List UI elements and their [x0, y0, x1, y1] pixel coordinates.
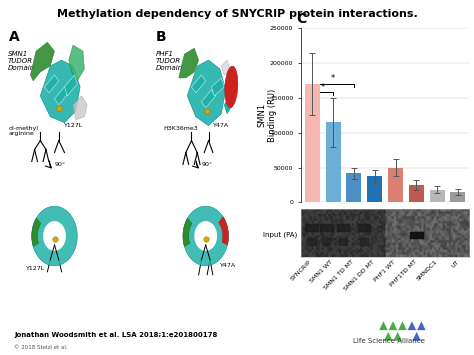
Polygon shape: [40, 60, 80, 123]
Bar: [346, 173, 362, 202]
Bar: [388, 168, 403, 202]
Text: PHF1
TUDOR
Domain: PHF1 TUDOR Domain: [156, 51, 183, 71]
Bar: [305, 84, 320, 202]
Text: SMN1 TD MT: SMN1 TD MT: [323, 259, 355, 291]
Polygon shape: [408, 321, 416, 330]
Text: Y47A: Y47A: [213, 123, 229, 128]
Polygon shape: [398, 321, 407, 330]
Text: Input (PA): Input (PA): [263, 231, 297, 237]
Text: SMN1 WT: SMN1 WT: [309, 259, 334, 284]
Polygon shape: [32, 218, 41, 246]
Text: Methylation dependency of SNYCRIP protein interactions.: Methylation dependency of SNYCRIP protei…: [56, 9, 418, 19]
Text: Y127L: Y127L: [64, 123, 84, 128]
Text: Y47A: Y47A: [220, 263, 236, 268]
Text: *: *: [321, 83, 325, 92]
Text: PHF1 WT: PHF1 WT: [374, 259, 397, 282]
Polygon shape: [179, 48, 199, 78]
Polygon shape: [183, 206, 228, 266]
Polygon shape: [384, 332, 392, 341]
Polygon shape: [45, 75, 59, 93]
Text: Jonathan Woodsmith et al. LSA 2018;1:e201800178: Jonathan Woodsmith et al. LSA 2018;1:e20…: [14, 332, 218, 338]
Text: 90°: 90°: [55, 162, 65, 167]
Polygon shape: [393, 332, 402, 341]
Bar: [367, 176, 382, 202]
Text: Life Science Alliance: Life Science Alliance: [353, 338, 425, 344]
Text: A: A: [9, 30, 20, 44]
Polygon shape: [201, 90, 216, 108]
Text: SMNDC1: SMNDC1: [416, 259, 439, 282]
Polygon shape: [73, 96, 87, 120]
Polygon shape: [30, 42, 55, 81]
Text: UT: UT: [450, 259, 460, 269]
Bar: [450, 192, 465, 202]
Y-axis label: SMN1
Binding (RU): SMN1 Binding (RU): [257, 89, 277, 142]
Polygon shape: [211, 78, 224, 96]
Polygon shape: [379, 321, 388, 330]
Polygon shape: [69, 45, 84, 81]
Text: SMN1
TUDOR
Domain: SMN1 TUDOR Domain: [8, 51, 35, 71]
Text: C: C: [296, 12, 307, 26]
Polygon shape: [187, 60, 226, 126]
Bar: [409, 185, 424, 202]
Text: SMN1 DD MT: SMN1 DD MT: [343, 259, 376, 291]
Text: B: B: [156, 30, 166, 44]
Polygon shape: [64, 75, 77, 96]
Polygon shape: [191, 75, 206, 93]
Polygon shape: [194, 221, 217, 251]
Text: SYNCRIP: SYNCRIP: [290, 259, 312, 282]
Polygon shape: [389, 321, 397, 330]
Ellipse shape: [225, 66, 238, 108]
Text: Y127L: Y127L: [26, 266, 46, 271]
Bar: [326, 122, 341, 202]
Text: *: *: [331, 74, 335, 83]
Polygon shape: [183, 218, 192, 246]
Polygon shape: [221, 60, 230, 75]
Polygon shape: [219, 217, 228, 245]
Polygon shape: [417, 321, 426, 330]
Bar: [429, 190, 445, 202]
Text: di-methyl
arginine: di-methyl arginine: [9, 126, 39, 136]
Text: © 2018 Stelzl et al.: © 2018 Stelzl et al.: [14, 345, 68, 350]
Text: 90°: 90°: [201, 162, 212, 167]
Text: H3K36me3: H3K36me3: [163, 126, 198, 131]
Polygon shape: [55, 87, 69, 105]
Polygon shape: [412, 332, 421, 341]
Polygon shape: [224, 96, 233, 114]
Text: PHF1TD MT: PHF1TD MT: [389, 259, 418, 288]
Polygon shape: [43, 221, 66, 251]
Polygon shape: [32, 206, 77, 266]
